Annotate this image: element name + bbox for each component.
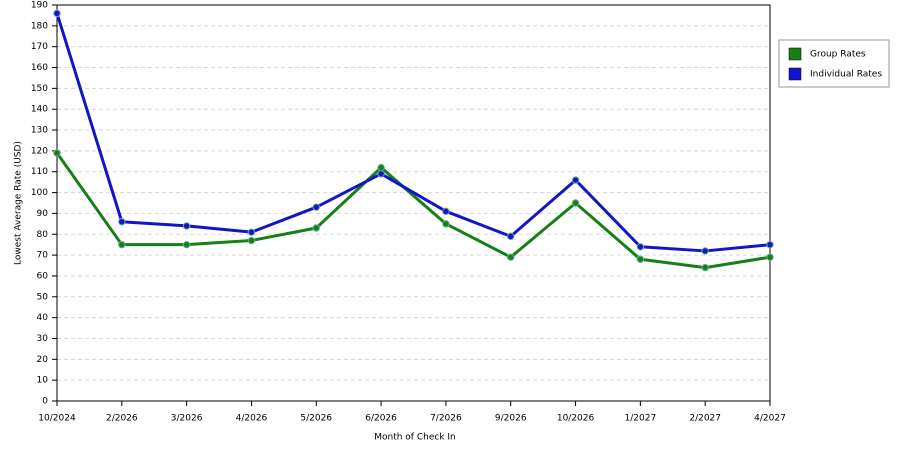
data-point — [701, 263, 709, 272]
y-tick-label: 40 — [37, 313, 49, 323]
legend-label: Group Rates — [810, 50, 866, 60]
x-tick-label: 10/2026 — [557, 414, 595, 424]
y-tick-label: 170 — [31, 42, 48, 52]
y-tick-label: 20 — [37, 355, 49, 365]
x-tick-label: 4/2027 — [754, 414, 786, 424]
y-tick-label: 30 — [37, 334, 49, 344]
y-axis-title: Lowest Average Rate (USD) — [14, 141, 24, 265]
data-point — [571, 199, 580, 207]
data-point — [312, 203, 320, 211]
data-point — [182, 222, 191, 230]
y-tick-label: 0 — [42, 397, 48, 407]
x-axis-title: Month of Check In — [374, 433, 456, 443]
y-tick-label: 10 — [37, 376, 49, 386]
data-point — [53, 9, 61, 18]
data-point — [766, 240, 774, 249]
x-tick-label: 3/2026 — [171, 414, 203, 424]
data-point — [247, 236, 256, 245]
data-point — [636, 255, 645, 263]
plot-frame — [56, 4, 771, 402]
y-tick-label: 160 — [31, 63, 48, 73]
data-point — [442, 207, 450, 216]
x-tick-label: 10/2024 — [38, 414, 76, 424]
data-point — [571, 176, 580, 184]
x-tick-label: 4/2026 — [236, 414, 268, 424]
data-point — [182, 240, 191, 249]
x-tick-label: 2/2026 — [106, 414, 138, 424]
y-tick-label: 100 — [31, 188, 48, 198]
series-line — [55, 12, 771, 253]
y-tick-label: 140 — [31, 105, 48, 115]
y-tick-label: 130 — [31, 126, 48, 136]
y-tick-label: 190 — [31, 1, 48, 11]
data-point — [53, 149, 61, 157]
y-tick-label: 120 — [31, 146, 48, 156]
data-point — [247, 228, 256, 236]
data-point — [442, 220, 450, 228]
x-tick-label: 1/2027 — [625, 414, 657, 424]
x-tick-label: 7/2026 — [430, 414, 462, 424]
y-tick-label: 150 — [31, 84, 48, 94]
y-tick-label: 50 — [37, 292, 49, 302]
x-tick-label: 5/2026 — [300, 414, 332, 424]
legend-label: Individual Rates — [810, 70, 882, 80]
y-tick-label: 80 — [37, 230, 49, 240]
legend-swatch — [788, 67, 802, 81]
data-point — [377, 170, 385, 178]
x-tick-label: 9/2026 — [495, 414, 527, 424]
data-point — [377, 163, 385, 172]
data-point — [766, 253, 774, 261]
series-line — [55, 152, 771, 270]
data-point — [312, 224, 320, 232]
data-point — [507, 232, 515, 241]
data-point — [636, 243, 645, 251]
x-tick-label: 2/2027 — [689, 414, 721, 424]
y-tick-label: 60 — [37, 271, 49, 281]
x-tick-label: 6/2026 — [365, 414, 397, 424]
y-tick-label: 180 — [31, 21, 48, 31]
y-tick-label: 70 — [37, 251, 49, 261]
y-tick-label: 90 — [37, 209, 49, 219]
legend-swatch — [788, 47, 802, 61]
data-point — [507, 253, 515, 261]
data-point — [118, 218, 126, 226]
data-point — [701, 247, 709, 255]
data-point — [118, 240, 126, 249]
y-tick-label: 110 — [31, 167, 48, 177]
